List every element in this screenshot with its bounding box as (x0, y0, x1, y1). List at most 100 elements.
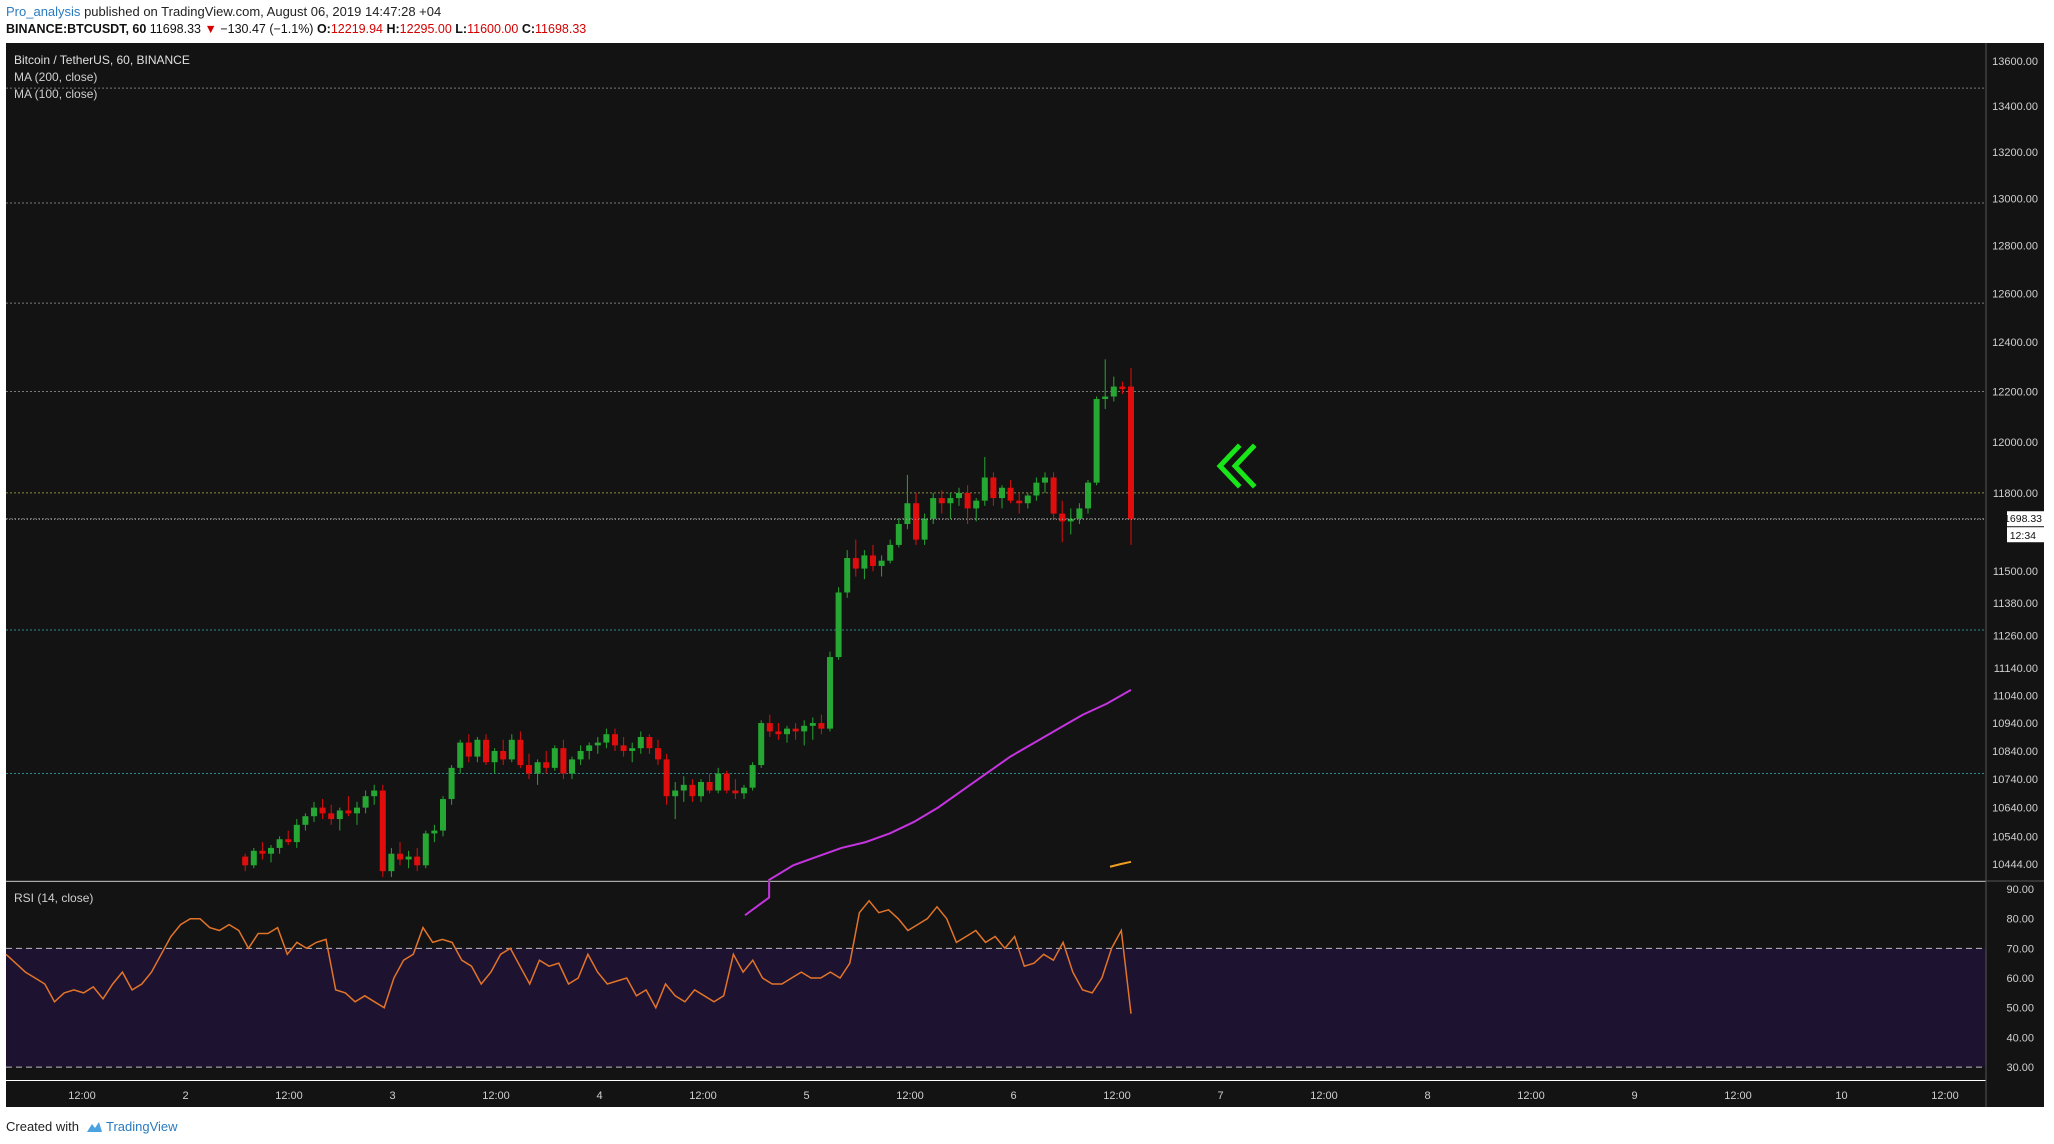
candle (732, 779, 739, 800)
candle (560, 739, 567, 780)
candle-body (311, 807, 317, 817)
candle-body (526, 765, 532, 774)
candle (698, 779, 704, 802)
candle (1093, 396, 1100, 486)
candle (250, 847, 257, 869)
candle (448, 765, 455, 805)
candle-body (870, 555, 876, 566)
candle-body (465, 742, 472, 757)
candle-body (637, 736, 644, 749)
candle-body (319, 807, 326, 814)
candle (689, 779, 696, 802)
candle (474, 736, 481, 763)
candle (422, 830, 429, 869)
price-tick-label: 11040.00 (1993, 690, 2038, 702)
price-tick-label: 10540.00 (1992, 831, 2038, 843)
author-link[interactable]: Pro_analysis (6, 4, 81, 19)
candle (1024, 492, 1031, 509)
candle-body (483, 739, 489, 763)
candle (328, 804, 335, 825)
candle-body (895, 524, 902, 545)
time-tick-label: 12:00 (1517, 1090, 1545, 1102)
candle-body (620, 745, 627, 751)
candle-body (379, 790, 386, 872)
price-tick-label: 13000.00 (1992, 193, 2038, 205)
candle (1085, 480, 1091, 514)
candle (809, 717, 816, 740)
candle-body (268, 847, 274, 854)
time-tick-label: 12:00 (1724, 1090, 1752, 1102)
candle-body (345, 810, 352, 814)
price-tick-label: 11800.00 (1993, 488, 2038, 500)
candle (999, 485, 1005, 509)
candle (1050, 472, 1057, 519)
candle-body (878, 560, 885, 566)
candle-body (861, 555, 868, 569)
price-tick-label: 12000.00 (1992, 437, 2038, 449)
tradingview-brand: TradingView (105, 1119, 178, 1134)
candle (827, 651, 833, 732)
time-tick-label: 12:00 (896, 1090, 924, 1102)
time-axis[interactable] (6, 1081, 1986, 1107)
candle-body (655, 748, 661, 760)
candle-body (1110, 386, 1117, 397)
candle (242, 853, 249, 872)
candle (1007, 480, 1014, 504)
candle (371, 784, 378, 805)
high-value: 12295.00 (399, 22, 452, 36)
candle-body (715, 773, 722, 791)
candle (904, 474, 911, 530)
candle (956, 487, 962, 506)
candle (268, 845, 274, 863)
candle-body (431, 830, 438, 834)
candle (887, 539, 894, 564)
candle (715, 767, 722, 794)
candle-body (543, 762, 550, 768)
candle (543, 750, 550, 774)
price-tick-label: 10740.00 (1992, 774, 2038, 786)
candle (431, 824, 438, 843)
last-price: 11698.33 (149, 22, 201, 36)
candle-body (672, 790, 679, 797)
candle-body (293, 824, 300, 843)
candle-body (457, 742, 464, 768)
price-tick-label: 12400.00 (1992, 337, 2038, 349)
candle-body (491, 750, 498, 763)
candle (981, 457, 988, 506)
main-pane[interactable] (6, 43, 1986, 881)
candle-body (827, 657, 833, 729)
candle (878, 555, 885, 577)
candle-body (663, 759, 670, 797)
last-price-tag-label: 11698.33 (1999, 513, 2042, 525)
price-tick-label: 11140.00 (1994, 663, 2038, 675)
tradingview-logo[interactable]: TradingView (83, 1119, 178, 1134)
rsi-line (5, 899, 1132, 1014)
candle (414, 847, 421, 872)
candle-body (981, 477, 988, 501)
candle (354, 801, 360, 825)
candle-body (362, 796, 369, 808)
candle (345, 796, 352, 817)
candle (775, 723, 782, 740)
candle-body (835, 592, 842, 658)
candle-body (732, 790, 739, 794)
candle (938, 490, 945, 514)
rsi-tick-label: 60.00 (2006, 973, 2034, 985)
candle-body (930, 498, 937, 519)
price-tick-label: 12600.00 (1992, 288, 2038, 300)
candle (784, 725, 790, 743)
candle (276, 836, 283, 854)
time-tick-label: 6 (1010, 1090, 1016, 1102)
candle-body (397, 853, 403, 860)
high-label: H: (386, 22, 400, 36)
candle-body (612, 734, 618, 746)
candle-body (336, 810, 343, 820)
candle-body (302, 816, 309, 825)
price-axis[interactable] (1986, 43, 2044, 1107)
chart-title: Bitcoin / TetherUS, 60, BINANCE (14, 53, 190, 67)
candle-body (1050, 477, 1057, 514)
candle-body (448, 767, 455, 800)
candle (895, 518, 902, 548)
candle-body (388, 853, 395, 872)
